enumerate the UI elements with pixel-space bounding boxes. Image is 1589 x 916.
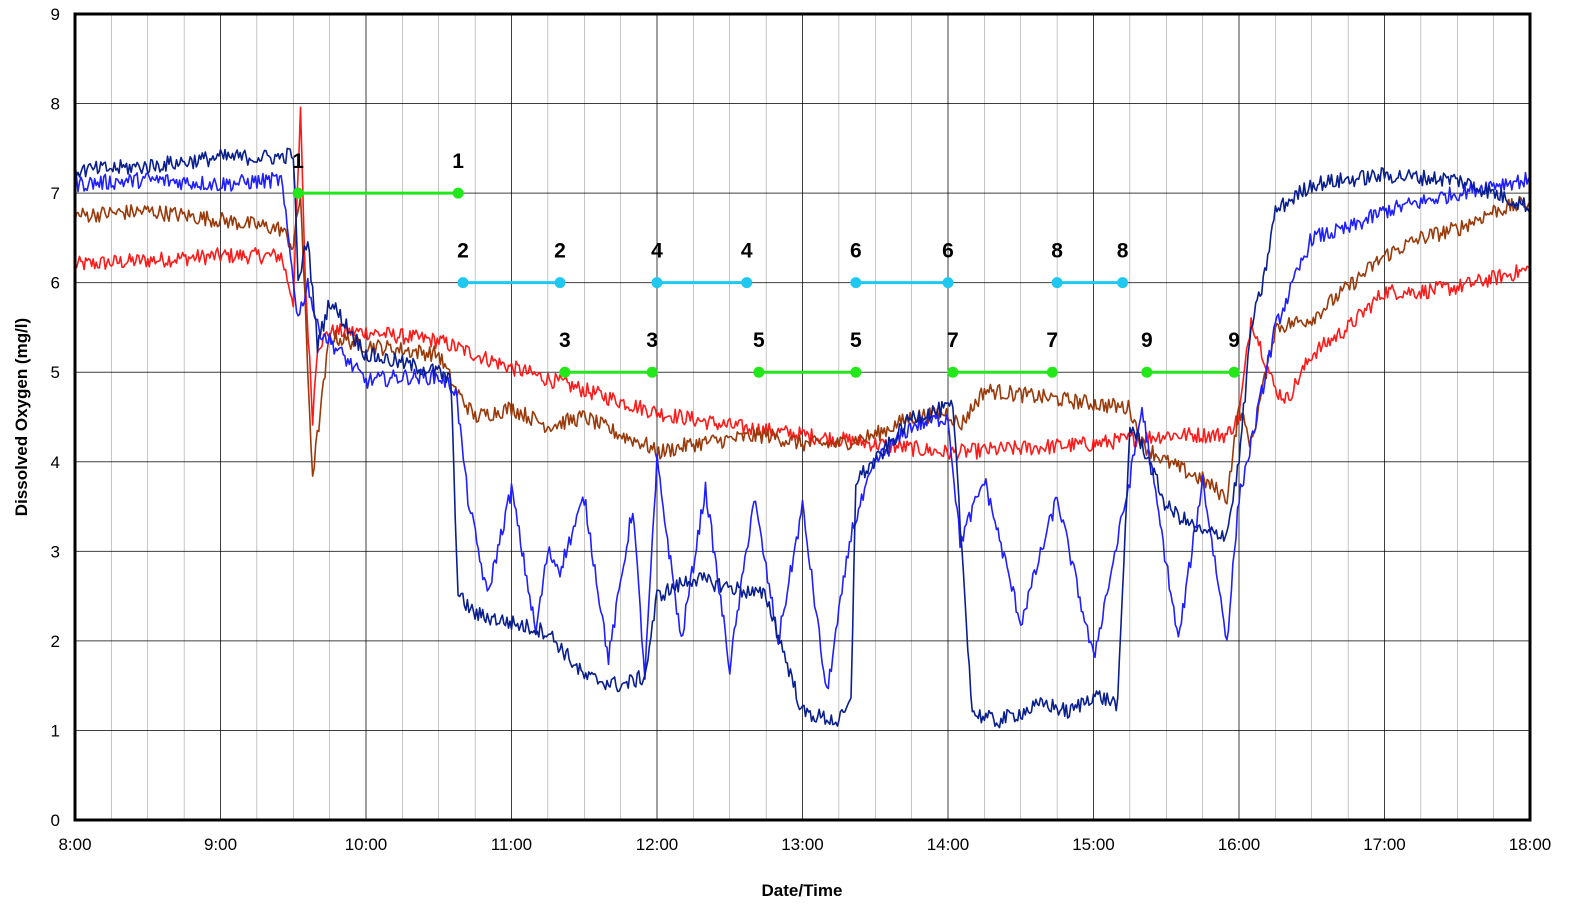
annotation-label: 6 <box>850 240 862 263</box>
annotation-point <box>1117 277 1129 289</box>
annotation-point <box>554 277 566 289</box>
annotation-label: 9 <box>1228 329 1240 352</box>
annotation-label: 7 <box>1046 329 1058 352</box>
plot-frame <box>73 12 1532 822</box>
y-tick-label: 9 <box>51 5 60 24</box>
annotation-segments: 1 1 2 2 3 3 4 4 5 5 6 6 7 7 8 8 9 9 <box>292 150 1240 378</box>
x-tick-label: 11:00 <box>491 835 532 854</box>
annotation-point <box>753 366 765 378</box>
annotation-label: 9 <box>1141 329 1153 352</box>
annotation-label: 2 <box>457 240 469 263</box>
annotation-label: 4 <box>651 240 663 263</box>
x-tick-label: 16:00 <box>1218 835 1261 854</box>
tick-labels: 8:00 9:00 10:00 11:00 12:00 13:00 14:00 15:00 16… <box>51 5 1552 854</box>
annotation-label: 1 <box>292 150 304 173</box>
x-tick-label: 10:00 <box>345 835 388 854</box>
y-tick-label: 4 <box>51 453 60 472</box>
y-axis-title: Dissolved Oxygen (mg/l) <box>12 318 31 516</box>
annotation-point <box>850 277 862 289</box>
series-line-brown <box>74 195 1531 505</box>
y-tick-label: 7 <box>51 184 60 203</box>
annotation-label: 1 <box>452 150 464 173</box>
annotation-point <box>1141 366 1153 378</box>
x-tick-label: 9:00 <box>204 835 237 854</box>
series-line-navy <box>74 147 1531 729</box>
annotation-label: 3 <box>559 329 571 352</box>
y-tick-label: 1 <box>51 721 60 740</box>
annotation-point <box>646 366 658 378</box>
annotation-point <box>850 366 862 378</box>
x-tick-label: 17:00 <box>1363 835 1406 854</box>
annotation-point <box>559 366 571 378</box>
x-tick-label: 12:00 <box>636 835 679 854</box>
annotation-point <box>651 277 663 289</box>
annotation-label: 5 <box>753 329 765 352</box>
series-lines <box>74 106 1531 729</box>
y-tick-label: 5 <box>51 363 60 382</box>
annotation-point <box>1046 366 1058 378</box>
x-tick-label: 15:00 <box>1072 835 1115 854</box>
annotation-label: 6 <box>942 240 954 263</box>
annotation-point <box>1228 366 1240 378</box>
annotation-point <box>457 277 469 289</box>
series-line-blue <box>74 171 1531 690</box>
annotation-label: 5 <box>850 329 862 352</box>
annotation-point <box>1051 277 1063 289</box>
x-tick-label: 8:00 <box>58 835 91 854</box>
annotation-label: 4 <box>741 240 753 263</box>
annotation-point <box>947 366 959 378</box>
x-tick-label: 18:00 <box>1509 835 1552 854</box>
annotation-point <box>292 187 304 199</box>
annotation-label: 3 <box>646 329 658 352</box>
annotation-point <box>452 187 464 199</box>
y-tick-label: 3 <box>51 542 60 561</box>
x-tick-label: 14:00 <box>927 835 970 854</box>
annotation-label: 8 <box>1051 240 1063 263</box>
x-axis-title: Date/Time <box>762 881 843 900</box>
y-tick-label: 8 <box>51 95 60 114</box>
gridlines <box>75 14 1530 820</box>
y-tick-label: 6 <box>51 274 60 293</box>
y-tick-label: 0 <box>51 811 60 830</box>
annotation-label: 7 <box>947 329 959 352</box>
annotation-label: 2 <box>554 240 566 263</box>
annotation-point <box>741 277 753 289</box>
y-tick-label: 2 <box>51 632 60 651</box>
x-tick-label: 13:00 <box>781 835 824 854</box>
annotation-point <box>942 277 954 289</box>
annotation-label: 8 <box>1117 240 1129 263</box>
